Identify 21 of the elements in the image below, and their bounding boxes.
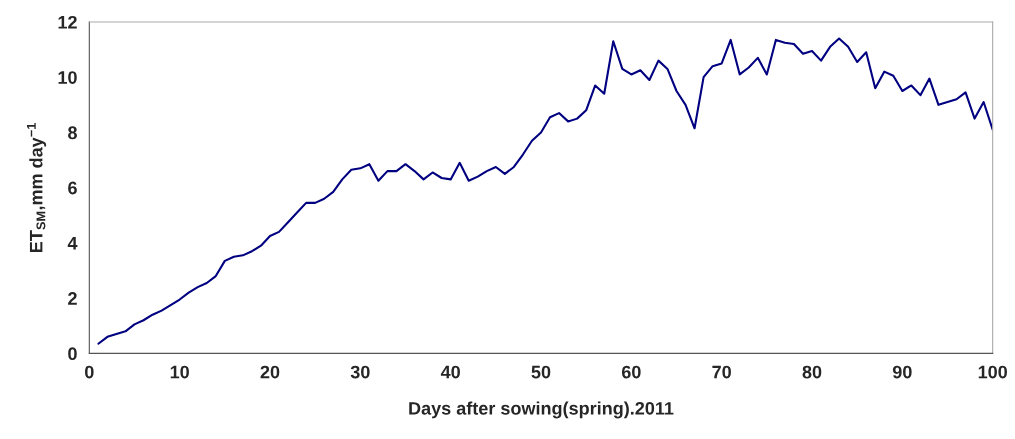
y-tick-label: 10	[58, 71, 77, 84]
line-series	[97, 37, 993, 345]
x-axis-title: Days after sowing(spring).2011	[409, 401, 674, 419]
x-tick-label: 70	[712, 365, 731, 379]
y-tick-label: 6	[68, 181, 77, 195]
x-tick-label: 40	[440, 365, 460, 379]
y-tick-label: 2	[68, 292, 77, 305]
y-tick-label: 12	[58, 15, 77, 29]
x-tick-label: 10	[170, 365, 189, 379]
y-tick-label: 4	[67, 237, 78, 250]
x-tick-label: 80	[802, 365, 822, 379]
x-tick-label: 0	[85, 365, 94, 379]
x-tick-label: 60	[621, 365, 641, 379]
y-tick-label: 0	[68, 347, 77, 361]
x-tick-label: 50	[531, 365, 551, 379]
y-axis-title: ET$_{SM}$,mm day$^{−1}$	[27, 123, 47, 253]
x-tick-label: 30	[350, 365, 370, 379]
x-tick-label: 90	[892, 365, 912, 379]
y-tick-label: 8	[68, 126, 77, 140]
x-tick-label: 20	[260, 365, 280, 379]
x-tick-label: 100	[978, 365, 1007, 379]
